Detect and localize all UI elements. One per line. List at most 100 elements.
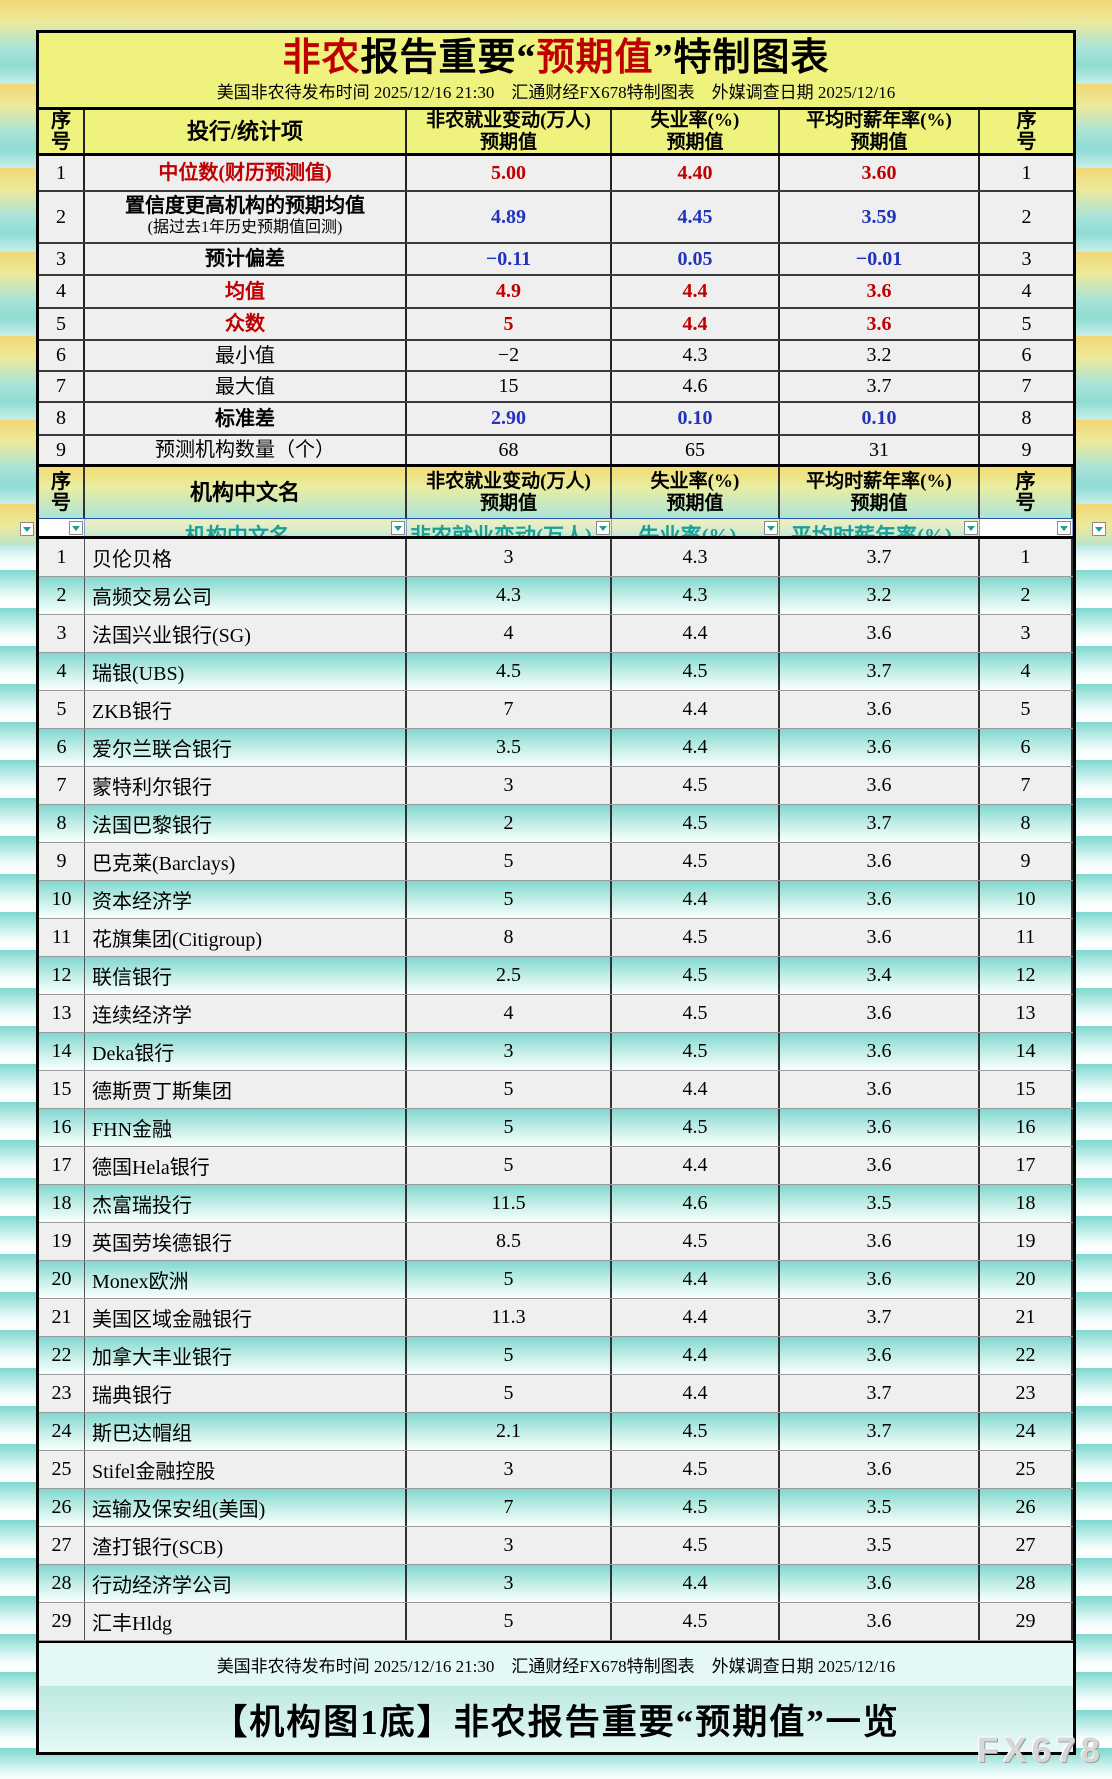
earnings-value: 3.5 bbox=[780, 1527, 980, 1564]
stats-row: 9 预测机构数量（个） 68 65 31 9 bbox=[39, 436, 1073, 467]
filter-dropdown-button-margin-right[interactable] bbox=[1092, 522, 1106, 536]
unemployment-value: 4.4 bbox=[612, 691, 780, 728]
unemployment-value: 4.5 bbox=[612, 1413, 780, 1450]
filter-dropdown-button[interactable] bbox=[391, 521, 405, 535]
nfp-value: 7 bbox=[407, 1489, 612, 1526]
row-seq-left: 11 bbox=[39, 919, 85, 956]
row-seq-right: 3 bbox=[980, 615, 1073, 652]
unemployment-value: 65 bbox=[612, 436, 780, 464]
earnings-value: 3.5 bbox=[780, 1489, 980, 1526]
row-seq-right: 2 bbox=[1021, 205, 1032, 228]
header-unemployment: 失业率(%) 预期值 bbox=[612, 110, 780, 153]
row-seq-right: 7 bbox=[980, 767, 1073, 804]
institution-row: 26 运输及保安组(美国) 7 4.5 3.5 26 bbox=[39, 1489, 1073, 1527]
title-segment: 特制图表 bbox=[673, 37, 830, 79]
institutions-header-row: 序号 机构中文名 非农就业变动(万人) 预期值 失业率(%) 预期值 平均时薪年率(… bbox=[39, 467, 1073, 519]
row-seq-right: 17 bbox=[980, 1147, 1073, 1184]
institution-row: 6 爱尔兰联合银行 3.5 4.4 3.6 6 bbox=[39, 729, 1073, 767]
institution-row: 16 FHN金融 5 4.5 3.6 16 bbox=[39, 1109, 1073, 1147]
header2-earnings: 平均时薪年率(%) 预期值 bbox=[780, 467, 980, 518]
unemployment-value: 4.5 bbox=[612, 1489, 780, 1526]
row-seq-right: 29 bbox=[980, 1603, 1073, 1640]
earnings-value: 3.7 bbox=[780, 1375, 980, 1412]
header2-seq-right: 序号 bbox=[980, 467, 1073, 518]
unemployment-value: 4.5 bbox=[612, 1223, 780, 1260]
institution-name: 法国巴黎银行 bbox=[85, 805, 407, 842]
header2-seq-left: 序号 bbox=[39, 467, 85, 518]
earnings-value: 3.6 bbox=[780, 767, 980, 804]
institution-row: 20 Monex欧洲 5 4.4 3.6 20 bbox=[39, 1261, 1073, 1299]
unemployment-value: 4.4 bbox=[612, 1299, 780, 1336]
filter-dropdown-button[interactable] bbox=[964, 521, 978, 535]
nfp-value: 3.5 bbox=[407, 729, 612, 766]
filter-dropdown-button[interactable] bbox=[596, 521, 610, 535]
filter-dropdown-button[interactable] bbox=[69, 521, 83, 535]
row-seq-right: 9 bbox=[980, 843, 1073, 880]
unemployment-value: 4.5 bbox=[612, 1527, 780, 1564]
dropdown-arrow-icon bbox=[394, 525, 402, 535]
stat-label: 最小值 bbox=[85, 341, 407, 370]
title-block: 非农报告重要“预期值”特制图表 美国非农待发布时间 2025/12/16 21:… bbox=[39, 33, 1073, 110]
institution-row: 19 英国劳埃德银行 8.5 4.5 3.6 19 bbox=[39, 1223, 1073, 1261]
unemployment-value: 4.4 bbox=[612, 1147, 780, 1184]
stats-row: 7 最大值 15 4.6 3.7 7 bbox=[39, 372, 1073, 403]
row-seq-left: 1 bbox=[39, 539, 85, 576]
nfp-value: 4.5 bbox=[407, 653, 612, 690]
title-segment: 预期值 bbox=[536, 37, 654, 79]
nfp-value: 3 bbox=[407, 1451, 612, 1488]
filter-cell-nfp: 非农就业变动(万人) bbox=[407, 519, 612, 536]
earnings-value: 3.6 bbox=[780, 1147, 980, 1184]
unemployment-value: 4.6 bbox=[612, 1185, 780, 1222]
unemployment-value: 4.5 bbox=[612, 1033, 780, 1070]
title-segment: 报告重要 bbox=[360, 37, 517, 79]
earnings-value: 3.6 bbox=[780, 1071, 980, 1108]
row-seq-left: 14 bbox=[39, 1033, 85, 1070]
row-seq-left: 24 bbox=[39, 1413, 85, 1450]
row-seq-right: 15 bbox=[980, 1071, 1073, 1108]
row-seq-right: 16 bbox=[980, 1109, 1073, 1146]
nfp-value: 2.1 bbox=[407, 1413, 612, 1450]
unemployment-value: 4.5 bbox=[612, 1109, 780, 1146]
row-seq-left: 2 bbox=[39, 192, 85, 242]
stats-row: 4 均值 4.9 4.4 3.6 4 bbox=[39, 276, 1073, 309]
filter-cell-unemployment: 失业率(%) bbox=[612, 519, 780, 536]
footer-info-line: 美国非农待发布时间 2025/12/16 21:30 汇通财经FX678特制图表… bbox=[39, 1641, 1073, 1686]
earnings-value: 3.6 bbox=[780, 691, 980, 728]
row-seq-right: 21 bbox=[980, 1299, 1073, 1336]
earnings-value: 3.6 bbox=[780, 843, 980, 880]
row-seq-right: 5 bbox=[980, 691, 1073, 728]
dropdown-arrow-icon bbox=[1060, 525, 1068, 535]
earnings-value: 3.7 bbox=[780, 1299, 980, 1336]
nfp-value: 3 bbox=[407, 539, 612, 576]
autofilter-row: 机构中文名 非农就业变动(万人) 失业率(%) 平均时薪年率(%) bbox=[39, 519, 1073, 539]
dropdown-arrow-icon bbox=[23, 526, 31, 536]
dropdown-arrow-icon bbox=[72, 525, 80, 535]
row-seq-right: 19 bbox=[980, 1223, 1073, 1260]
institution-row: 2 高频交易公司 4.3 4.3 3.2 2 bbox=[39, 577, 1073, 615]
earnings-value: 3.6 bbox=[780, 1033, 980, 1070]
institution-row: 8 法国巴黎银行 2 4.5 3.7 8 bbox=[39, 805, 1073, 843]
unemployment-value: 4.40 bbox=[612, 156, 780, 190]
row-seq-right: 27 bbox=[980, 1527, 1073, 1564]
institution-name: 渣打银行(SCB) bbox=[85, 1527, 407, 1564]
institution-name: FHN金融 bbox=[85, 1109, 407, 1146]
nfp-value: 15 bbox=[407, 372, 612, 401]
nfp-value: 7 bbox=[407, 691, 612, 728]
row-seq-right: 3 bbox=[1021, 247, 1032, 270]
filter-dropdown-button[interactable] bbox=[1057, 521, 1071, 535]
institution-name: 美国区域金融银行 bbox=[85, 1299, 407, 1336]
institution-row: 14 Deka银行 3 4.5 3.6 14 bbox=[39, 1033, 1073, 1071]
stat-label: 预计偏差 bbox=[85, 244, 407, 274]
filter-dropdown-button[interactable] bbox=[764, 521, 778, 535]
nfp-value: 11.3 bbox=[407, 1299, 612, 1336]
unemployment-value: 4.4 bbox=[612, 881, 780, 918]
filter-dropdown-button-margin-left[interactable] bbox=[20, 522, 34, 536]
filter-cell-seq-left bbox=[39, 519, 85, 536]
earnings-value: 3.6 bbox=[780, 1109, 980, 1146]
stat-label: 预测机构数量（个） bbox=[85, 436, 407, 464]
earnings-value: 3.7 bbox=[780, 372, 980, 401]
nfp-value: 4.89 bbox=[407, 192, 612, 242]
row-seq-right: 14 bbox=[980, 1033, 1073, 1070]
institution-name: 行动经济学公司 bbox=[85, 1565, 407, 1602]
stats-row: 6 最小值 −2 4.3 3.2 6 bbox=[39, 341, 1073, 372]
